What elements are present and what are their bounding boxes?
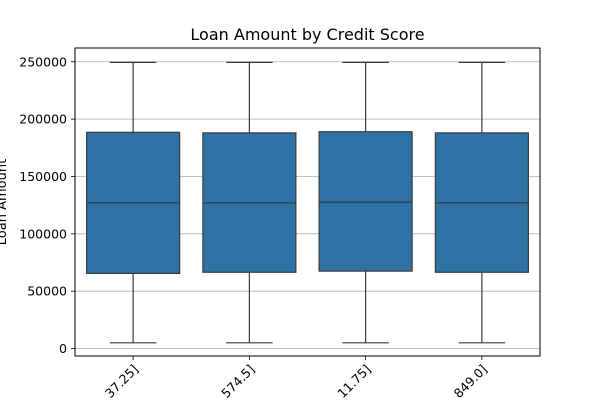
y-tick-label-3: 150000 — [19, 169, 67, 184]
y-axis-ticks: 0 50000 100000 150000 200000 250000 — [19, 54, 75, 356]
box-1 — [202, 61, 297, 344]
box-series — [86, 61, 529, 344]
box-0 — [86, 61, 181, 344]
box-3 — [434, 61, 529, 344]
y-tick-label-4: 200000 — [19, 112, 67, 127]
box-2 — [318, 61, 413, 344]
iqr-box-2 — [318, 131, 413, 272]
y-tick-label-5: 250000 — [19, 54, 67, 69]
y-tick-label-2: 100000 — [19, 226, 67, 241]
plot-area-frame — [74, 47, 541, 357]
y-tick-label-1: 50000 — [27, 284, 67, 299]
chart-title: Loan Amount by Credit Score — [190, 25, 424, 44]
y-tick-label-0: 0 — [59, 341, 67, 356]
y-axis-label: Loan Amount — [0, 159, 10, 245]
